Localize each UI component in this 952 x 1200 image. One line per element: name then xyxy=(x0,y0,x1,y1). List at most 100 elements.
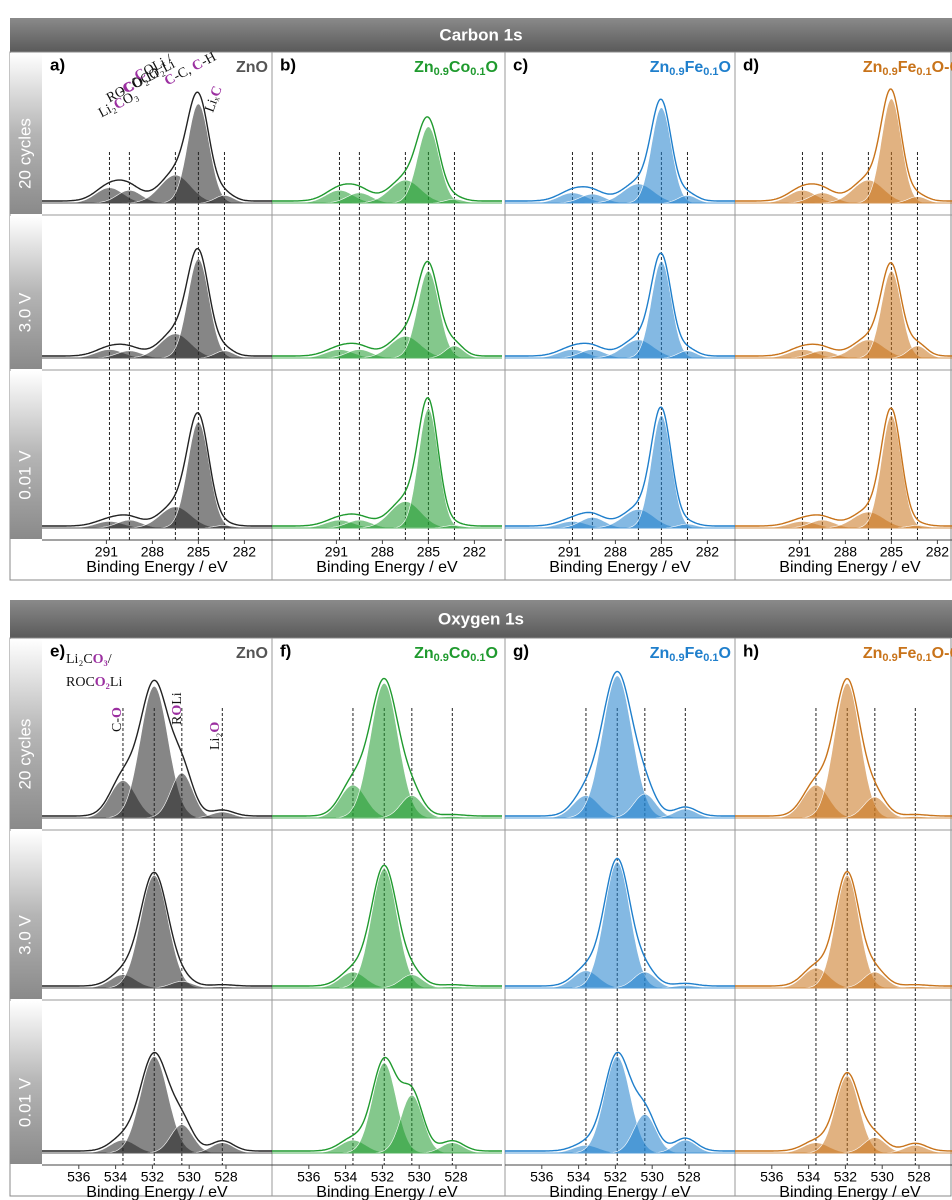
section-title: Oxygen 1s xyxy=(438,609,524,628)
panel: d) Zn0.9Fe0.1O-C 291 288 285 282 Binding Energ… xyxy=(735,55,952,576)
title-part: 0.9 xyxy=(669,652,684,664)
x-tick-label: 528 xyxy=(444,1169,468,1185)
row-label-box xyxy=(10,53,42,214)
x-tick-label: 288 xyxy=(371,544,395,560)
peak-component xyxy=(565,675,669,818)
title-part: O xyxy=(486,645,498,662)
spectrum-envelope xyxy=(735,677,952,817)
x-axis-title: Binding Energy / eV xyxy=(86,1184,228,1200)
title-part: Zn xyxy=(414,59,434,76)
x-tick-label: 288 xyxy=(834,544,858,560)
x-tick-label: 534 xyxy=(797,1169,821,1185)
annotation-part: - xyxy=(116,84,127,100)
x-tick-label: 532 xyxy=(141,1169,165,1185)
annotation-part: O xyxy=(208,722,223,733)
panel-title: Zn0.9Fe0.1O-C xyxy=(863,645,952,664)
spectrum-envelope xyxy=(272,116,502,202)
panel-label: c) xyxy=(513,55,528,74)
row-label-box xyxy=(10,371,42,539)
annotation-part: R xyxy=(170,715,185,725)
panel-label: a) xyxy=(50,55,65,74)
title-part: O xyxy=(719,645,731,662)
panel-label: d) xyxy=(743,55,759,74)
peak-annotation: ROCO₂Li xyxy=(66,675,122,690)
spectrum-envelope xyxy=(505,406,735,527)
x-axis-title: Binding Energy / eV xyxy=(86,559,228,576)
annotation-part: Li₂C xyxy=(66,652,93,667)
spectrum-envelope xyxy=(735,1071,952,1152)
spectrum-envelope xyxy=(42,412,272,527)
x-axis-title: Binding Energy / eV xyxy=(549,1184,691,1200)
title-part: Fe xyxy=(685,645,704,662)
x-tick-label: 528 xyxy=(214,1169,238,1185)
spectrum-envelope xyxy=(272,260,502,357)
panel-title: Zn0.9Fe0.1O xyxy=(650,645,731,664)
peak-component xyxy=(105,874,203,989)
spectrum-envelope xyxy=(735,870,952,987)
panel-label: b) xyxy=(280,55,296,74)
x-tick-label: 534 xyxy=(334,1169,358,1185)
section-header xyxy=(10,18,952,52)
spectrum-envelope xyxy=(505,1051,735,1152)
title-part: O xyxy=(486,59,498,76)
x-tick-label: 285 xyxy=(650,544,674,560)
row-label: 3.0 V xyxy=(15,292,34,332)
peak-component xyxy=(856,98,927,204)
peak-component xyxy=(422,345,487,359)
panel-label: g) xyxy=(513,641,529,660)
title-part: O-C xyxy=(932,59,952,76)
spectrum-envelope xyxy=(272,864,502,987)
panel-title: ZnO xyxy=(236,59,268,76)
row-label: 20 cycles xyxy=(15,719,34,790)
x-tick-label: 530 xyxy=(871,1169,895,1185)
x-axis-title: Binding Energy / eV xyxy=(549,559,691,576)
x-tick-label: 285 xyxy=(417,544,441,560)
panel-title: Zn0.9Co0.1O xyxy=(414,645,498,664)
spectrum-envelope xyxy=(505,98,735,202)
panel-label: h) xyxy=(743,641,759,660)
title-part: 0.9 xyxy=(882,66,897,78)
x-tick-label: 534 xyxy=(567,1169,591,1185)
x-tick-label: 528 xyxy=(677,1169,701,1185)
x-axis-title: Binding Energy / eV xyxy=(316,559,458,576)
spectrum-envelope xyxy=(505,670,735,817)
title-part: 0.9 xyxy=(434,652,449,664)
x-tick-label: 534 xyxy=(104,1169,128,1185)
x-tick-label: 532 xyxy=(604,1169,628,1185)
peak-component xyxy=(160,421,237,529)
peak-component xyxy=(192,195,257,204)
annotation-part: C xyxy=(208,84,226,99)
spectrum-envelope xyxy=(42,679,272,817)
peak-component xyxy=(373,795,451,819)
peak-component xyxy=(390,126,466,204)
peak-component xyxy=(646,1139,724,1154)
peak-component xyxy=(626,414,697,529)
peak-annotation: Li₂O xyxy=(208,722,223,750)
title-part: 0.1 xyxy=(703,66,718,78)
spectrum-envelope xyxy=(505,857,735,987)
spectrum-envelope xyxy=(735,261,952,357)
x-tick-label: 291 xyxy=(325,544,349,560)
annotation-part: - xyxy=(128,71,139,87)
annotation-part: C- xyxy=(110,718,125,732)
panel: c) Zn0.9Fe0.1O 291 288 285 282 Binding Energy … xyxy=(505,55,735,576)
title-part: O-C xyxy=(932,645,952,662)
x-tick-label: 282 xyxy=(463,544,487,560)
peak-annotation: LiₓC xyxy=(203,84,226,114)
x-tick-label: 285 xyxy=(187,544,211,560)
title-part: Zn xyxy=(863,645,883,662)
x-tick-label: 536 xyxy=(760,1169,784,1185)
panel-frame xyxy=(9,51,952,581)
panel-label: e) xyxy=(50,641,65,660)
spectrum-envelope xyxy=(272,397,502,527)
title-part: ZnO xyxy=(236,645,268,662)
x-tick-label: 530 xyxy=(641,1169,665,1185)
row-label: 3.0 V xyxy=(15,914,34,954)
title-part: Zn xyxy=(863,59,883,76)
peak-component xyxy=(856,414,927,529)
